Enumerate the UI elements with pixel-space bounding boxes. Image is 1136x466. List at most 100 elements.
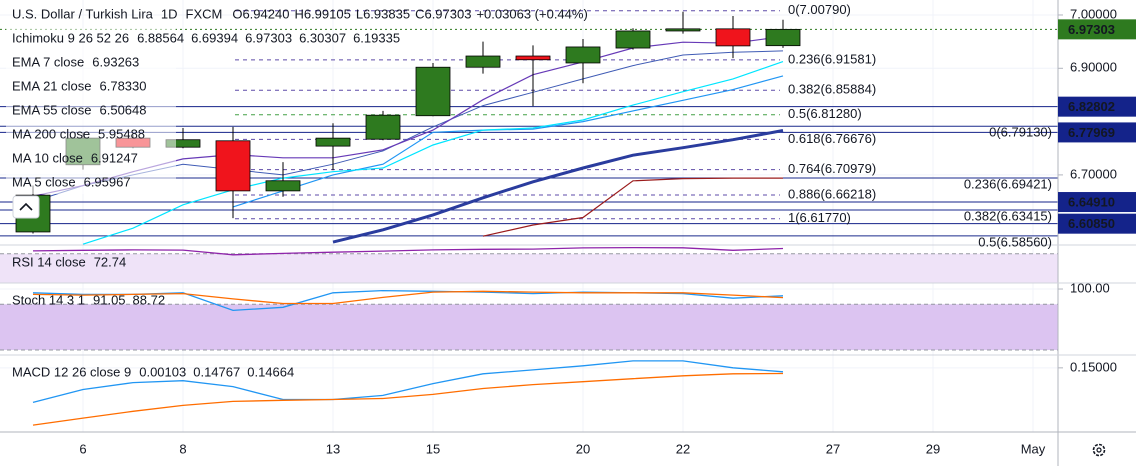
indicator-name: EMA 7 close [12, 54, 84, 69]
candle-body [615, 30, 651, 49]
indicator-name: MA 200 close [12, 126, 90, 141]
fib-label: 0.618(6.76676) [788, 131, 876, 146]
candle-body [765, 28, 801, 47]
data-layer [0, 10, 1058, 426]
indicator-name: RSI 14 close [12, 254, 86, 269]
fib-label: 0.382(6.63415) [964, 208, 1052, 223]
indicator-value: 72.74 [94, 254, 127, 269]
indicator-value: 6.50648 [100, 102, 147, 117]
indicator-band [0, 253, 1058, 283]
ohlc-value: C6.97303 [415, 6, 471, 21]
indicator-line [482, 177, 783, 237]
x-tick-label: 13 [326, 441, 340, 456]
indicator-line [32, 246, 784, 256]
ohlc-value: H6.99105 [294, 6, 350, 21]
candle-body [465, 55, 501, 68]
indicator-value: 0.14767 [193, 364, 240, 379]
price-tag [1058, 192, 1136, 213]
x-tick-label: 15 [426, 441, 440, 456]
collapse-button[interactable] [12, 195, 40, 219]
x-tick-label: 20 [576, 441, 590, 456]
fib-label: 0.236(6.91581) [788, 51, 876, 66]
price-tag [1058, 96, 1136, 117]
price-tag-label: 6.82802 [1068, 99, 1115, 114]
settings-button[interactable] [1092, 443, 1106, 457]
fib-label: 0.5(6.58560) [978, 234, 1052, 249]
y-tick-label: 6.90000 [1070, 60, 1117, 75]
ohlc-value: O6.94240 [232, 6, 289, 21]
indicator-value: 6.30307 [299, 30, 346, 45]
indicator-name: MA 10 close [12, 150, 83, 165]
data-source: FXCM [186, 6, 223, 21]
indicator-value: 0.14664 [247, 364, 294, 379]
fib-label: 1(6.61770) [788, 210, 851, 225]
fib-label: 0(7.00790) [788, 2, 851, 17]
indicator-value: 91.05 [93, 292, 126, 307]
candle-body [315, 137, 351, 147]
fib-label: 0(6.79130) [989, 125, 1052, 140]
y-tick-label: 100.00 [1070, 280, 1110, 295]
x-tick-label: 27 [826, 441, 840, 456]
settings-icon-center[interactable] [1096, 447, 1102, 453]
indicator-value: 6.97303 [245, 30, 292, 45]
price-change: +0.03063 (+0.44%) [476, 6, 587, 21]
x-tick-label: May [1021, 441, 1046, 456]
price-tag-label: 6.60850 [1068, 216, 1115, 231]
price-tag-label: 6.77969 [1068, 125, 1115, 140]
x-tick-label: 22 [676, 441, 690, 456]
symbol-title: U.S. Dollar / Turkish Lira [12, 6, 154, 21]
indicator-value: 6.78330 [100, 78, 147, 93]
interval: 1D [161, 6, 178, 21]
collapse-button-box[interactable] [12, 195, 40, 219]
indicator-line [232, 75, 784, 208]
fib-label: 0.886(6.66218) [788, 186, 876, 201]
indicator-line [32, 372, 784, 426]
indicator-band [0, 304, 1058, 350]
collapse-icon[interactable] [19, 202, 33, 211]
indicator-line [332, 129, 784, 244]
candle-body [215, 140, 251, 192]
fib-label: 0.236(6.69421) [964, 176, 1052, 191]
y-tick-label: 7.00000 [1070, 6, 1117, 21]
background-layer [0, 0, 1058, 432]
x-tick-label: 29 [926, 441, 940, 456]
price-tag [1058, 19, 1136, 40]
indicator-value: 88.72 [133, 292, 166, 307]
y-tick-label: 0.15000 [1070, 359, 1117, 374]
indicator-value: 6.91247 [91, 150, 138, 165]
indicator-line [32, 290, 784, 305]
indicator-value: 0.00103 [139, 364, 186, 379]
price-tag [1058, 122, 1136, 143]
indicator-name: Stoch 14 3 1 [12, 292, 85, 307]
indicator-value: 6.88564 [137, 30, 184, 45]
indicator-name: MA 5 close [12, 174, 76, 189]
price-tag-label: 6.64910 [1068, 194, 1115, 209]
indicator-value: 6.19335 [353, 30, 400, 45]
indicator-line [82, 61, 784, 245]
candle-body [565, 46, 601, 64]
settings-icon[interactable] [1092, 443, 1106, 457]
fib-label: 0.5(6.81280) [788, 106, 862, 121]
indicator-value: 5.95488 [98, 126, 145, 141]
indicator-name: MACD 12 26 close 9 [12, 364, 131, 379]
candle-body [515, 55, 551, 61]
indicator-value: 6.95967 [84, 174, 131, 189]
candle-body [415, 66, 451, 117]
indicator-name: Ichimoku 9 26 52 26 [12, 30, 129, 45]
ohlc-value: L6.93835 [356, 6, 410, 21]
indicator-line [32, 360, 784, 404]
indicator-value: 6.69394 [191, 30, 238, 45]
candle-body [715, 28, 751, 47]
indicator-value: 6.93263 [92, 54, 139, 69]
fib-label: 0.382(6.85884) [788, 82, 876, 97]
price-tag [1058, 213, 1136, 234]
candle-body [265, 180, 301, 192]
legend-backdrop [6, 28, 176, 194]
indicator-name: EMA 55 close [12, 102, 92, 117]
price-tag-label: 6.97303 [1068, 22, 1115, 37]
candle-body [665, 28, 701, 32]
fib-label: 0.764(6.70979) [788, 161, 876, 176]
